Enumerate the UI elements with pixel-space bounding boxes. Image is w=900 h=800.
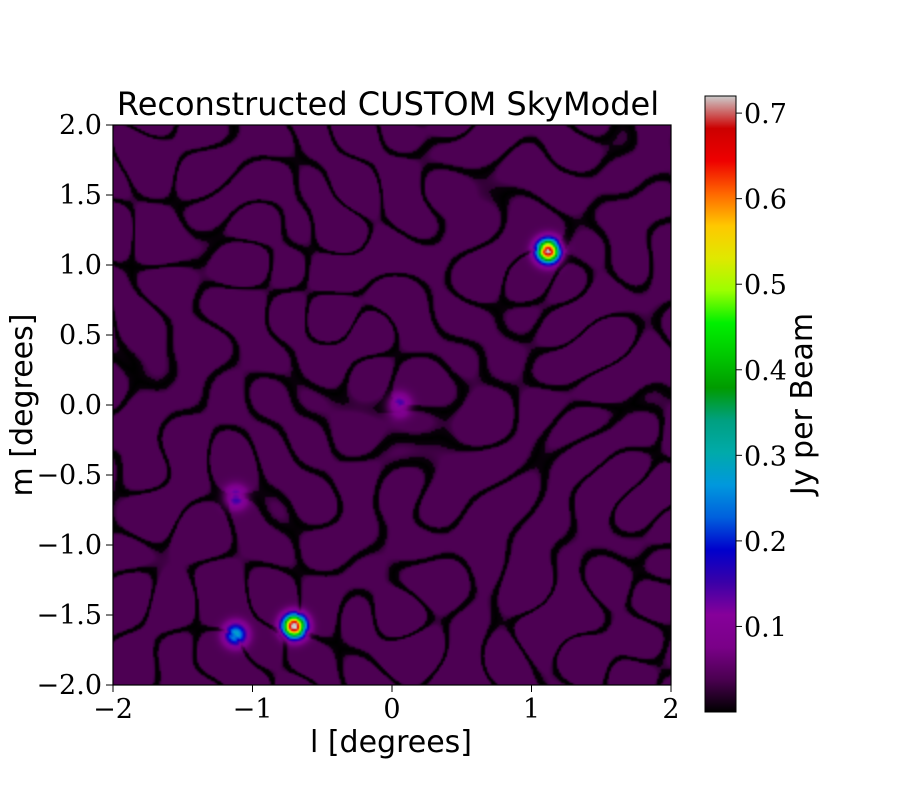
colorbar-tick-label: 0.7 [744,99,787,130]
y-tick-label: 1.5 [59,180,102,211]
colorbar-label: Jy per Beam [785,313,820,497]
colorbar-tick-label: 0.1 [744,612,787,643]
chart-title: Reconstructed CUSTOM SkyModel [117,85,659,123]
colorbar-gradient [705,96,736,712]
colorbar-frame [704,95,737,713]
y-tick-label: −1.0 [36,530,102,561]
y-tick-label: 1.0 [59,250,102,281]
heatmap-plot-area [112,124,672,686]
y-tick-label: −1.5 [36,600,102,631]
x-tick-label: −1 [233,694,273,725]
y-tick-label: −0.5 [36,460,102,491]
x-tick-label: −2 [93,694,133,725]
y-tick-label: 0.0 [59,390,102,421]
y-axis-label: m [degrees] [5,314,40,497]
heatmap-image [113,125,671,685]
y-tick-label: −2.0 [36,670,102,701]
y-axis-ticks: 2.0 1.5 1.0 0.5 0.0 −0.5 −1.0 −1.5 −2.0 [36,110,113,701]
x-axis-ticks: −2 −1 0 1 2 [93,685,680,725]
y-tick-label: 2.0 [59,110,102,141]
colorbar-tick-label: 0.5 [744,270,787,301]
colorbar-tick-label: 0.3 [744,441,787,472]
x-tick-label: 2 [662,694,679,725]
colorbar: 0.1 0.2 0.3 0.4 0.5 0.6 0.7 [704,95,787,713]
x-axis-label: l [degrees] [310,725,472,760]
colorbar-ticks: 0.1 0.2 0.3 0.4 0.5 0.6 0.7 [736,99,787,643]
x-tick-label: 0 [383,694,400,725]
colorbar-tick-label: 0.2 [744,527,787,558]
y-tick-label: 0.5 [59,320,102,351]
colorbar-tick-label: 0.4 [744,356,787,387]
colorbar-tick-label: 0.6 [744,185,787,216]
x-tick-label: 1 [523,694,540,725]
